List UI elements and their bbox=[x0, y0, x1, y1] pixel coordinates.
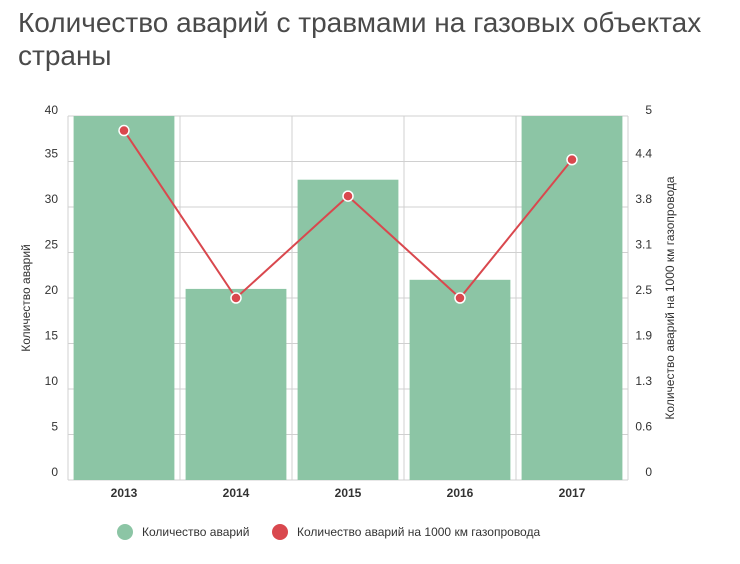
left-tick-label: 5 bbox=[51, 420, 58, 434]
left-tick-label: 15 bbox=[45, 329, 59, 343]
left-tick-label: 35 bbox=[45, 147, 59, 161]
line-series bbox=[118, 124, 578, 304]
left-tick-label: 30 bbox=[45, 192, 59, 206]
right-tick-label: 0 bbox=[645, 465, 652, 479]
x-tick-label: 2015 bbox=[335, 486, 362, 500]
legend-label-line: Количество аварий на 1000 км газопровода bbox=[297, 525, 540, 539]
legend-marker-line bbox=[272, 524, 288, 540]
right-tick-label: 1.9 bbox=[635, 329, 652, 343]
right-axis-ticks: 0 0.6 1.3 1.9 2.5 3.1 3.8 4.4 5 bbox=[635, 103, 652, 479]
line-point-2015 bbox=[342, 190, 354, 202]
left-tick-label: 40 bbox=[45, 103, 59, 117]
right-tick-label: 1.3 bbox=[635, 374, 652, 388]
chart-title: Количество аварий с травмами на газовых … bbox=[18, 7, 702, 71]
left-axis-label: Количество аварий bbox=[19, 244, 33, 351]
x-tick-label: 2014 bbox=[223, 486, 250, 500]
bars bbox=[73, 116, 623, 480]
right-tick-label: 3.1 bbox=[635, 238, 652, 252]
left-tick-label: 10 bbox=[45, 374, 59, 388]
line-point-2014 bbox=[230, 292, 242, 304]
bar-2015 bbox=[297, 179, 399, 480]
right-tick-label: 3.8 bbox=[635, 192, 652, 206]
x-tick-label: 2013 bbox=[111, 486, 138, 500]
legend-marker-bars bbox=[117, 524, 133, 540]
bar-2017 bbox=[521, 116, 623, 480]
line-point-2016 bbox=[454, 292, 466, 304]
left-tick-label: 25 bbox=[45, 238, 59, 252]
left-axis-ticks: 0 5 10 15 20 25 30 35 40 bbox=[45, 103, 59, 479]
right-tick-label: 5 bbox=[645, 103, 652, 117]
x-tick-label: 2017 bbox=[559, 486, 586, 500]
legend: Количество аварий Количество аварий на 1… bbox=[117, 524, 540, 540]
bar-2014 bbox=[185, 288, 287, 480]
legend-label-bars: Количество аварий bbox=[142, 525, 249, 539]
line-point-2017 bbox=[566, 153, 578, 166]
line-point-2013 bbox=[118, 124, 130, 137]
right-axis-label: Количество аварий на 1000 км газопровода bbox=[663, 176, 677, 419]
right-tick-label: 2.5 bbox=[635, 283, 652, 297]
left-tick-label: 20 bbox=[45, 283, 59, 297]
right-tick-label: 0.6 bbox=[635, 420, 652, 434]
right-tick-label: 4.4 bbox=[635, 147, 652, 161]
left-tick-label: 0 bbox=[51, 465, 58, 479]
bar-2016 bbox=[409, 279, 511, 480]
x-axis-ticks: 2013 2014 2015 2016 2017 bbox=[111, 486, 586, 500]
x-tick-label: 2016 bbox=[447, 486, 474, 500]
bar-2013 bbox=[73, 116, 175, 480]
